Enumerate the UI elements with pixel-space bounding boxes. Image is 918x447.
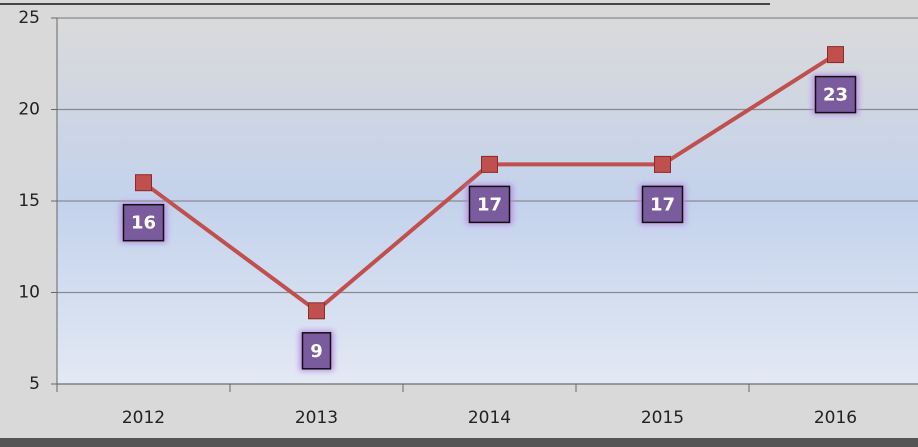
data-label: 16 [131,213,156,234]
marker [308,302,325,320]
data-label: 17 [650,194,675,215]
x-tick-label: 2015 [641,408,684,428]
label-box [301,332,332,370]
x-tick-label: 2016 [814,408,857,428]
x-tick-label: 2014 [468,408,511,428]
data-label: 17 [477,194,502,215]
bottom-border [0,438,918,447]
marker [481,155,498,173]
label-box [641,185,684,224]
label-box [468,185,511,224]
y-tick-label: 15 [18,191,40,211]
marker [135,174,152,192]
label-box [122,203,165,242]
data-label: 9 [310,341,323,362]
marker [654,155,671,173]
data-label: 23 [823,85,848,106]
x-tick-label: 2013 [295,408,338,428]
y-tick-label: 5 [29,374,40,394]
label-box [814,75,857,114]
y-tick-label: 10 [18,283,40,303]
x-tick-label: 2012 [122,408,165,428]
marker [827,46,844,64]
y-tick-label: 25 [18,8,40,28]
y-tick-label: 20 [18,100,40,120]
